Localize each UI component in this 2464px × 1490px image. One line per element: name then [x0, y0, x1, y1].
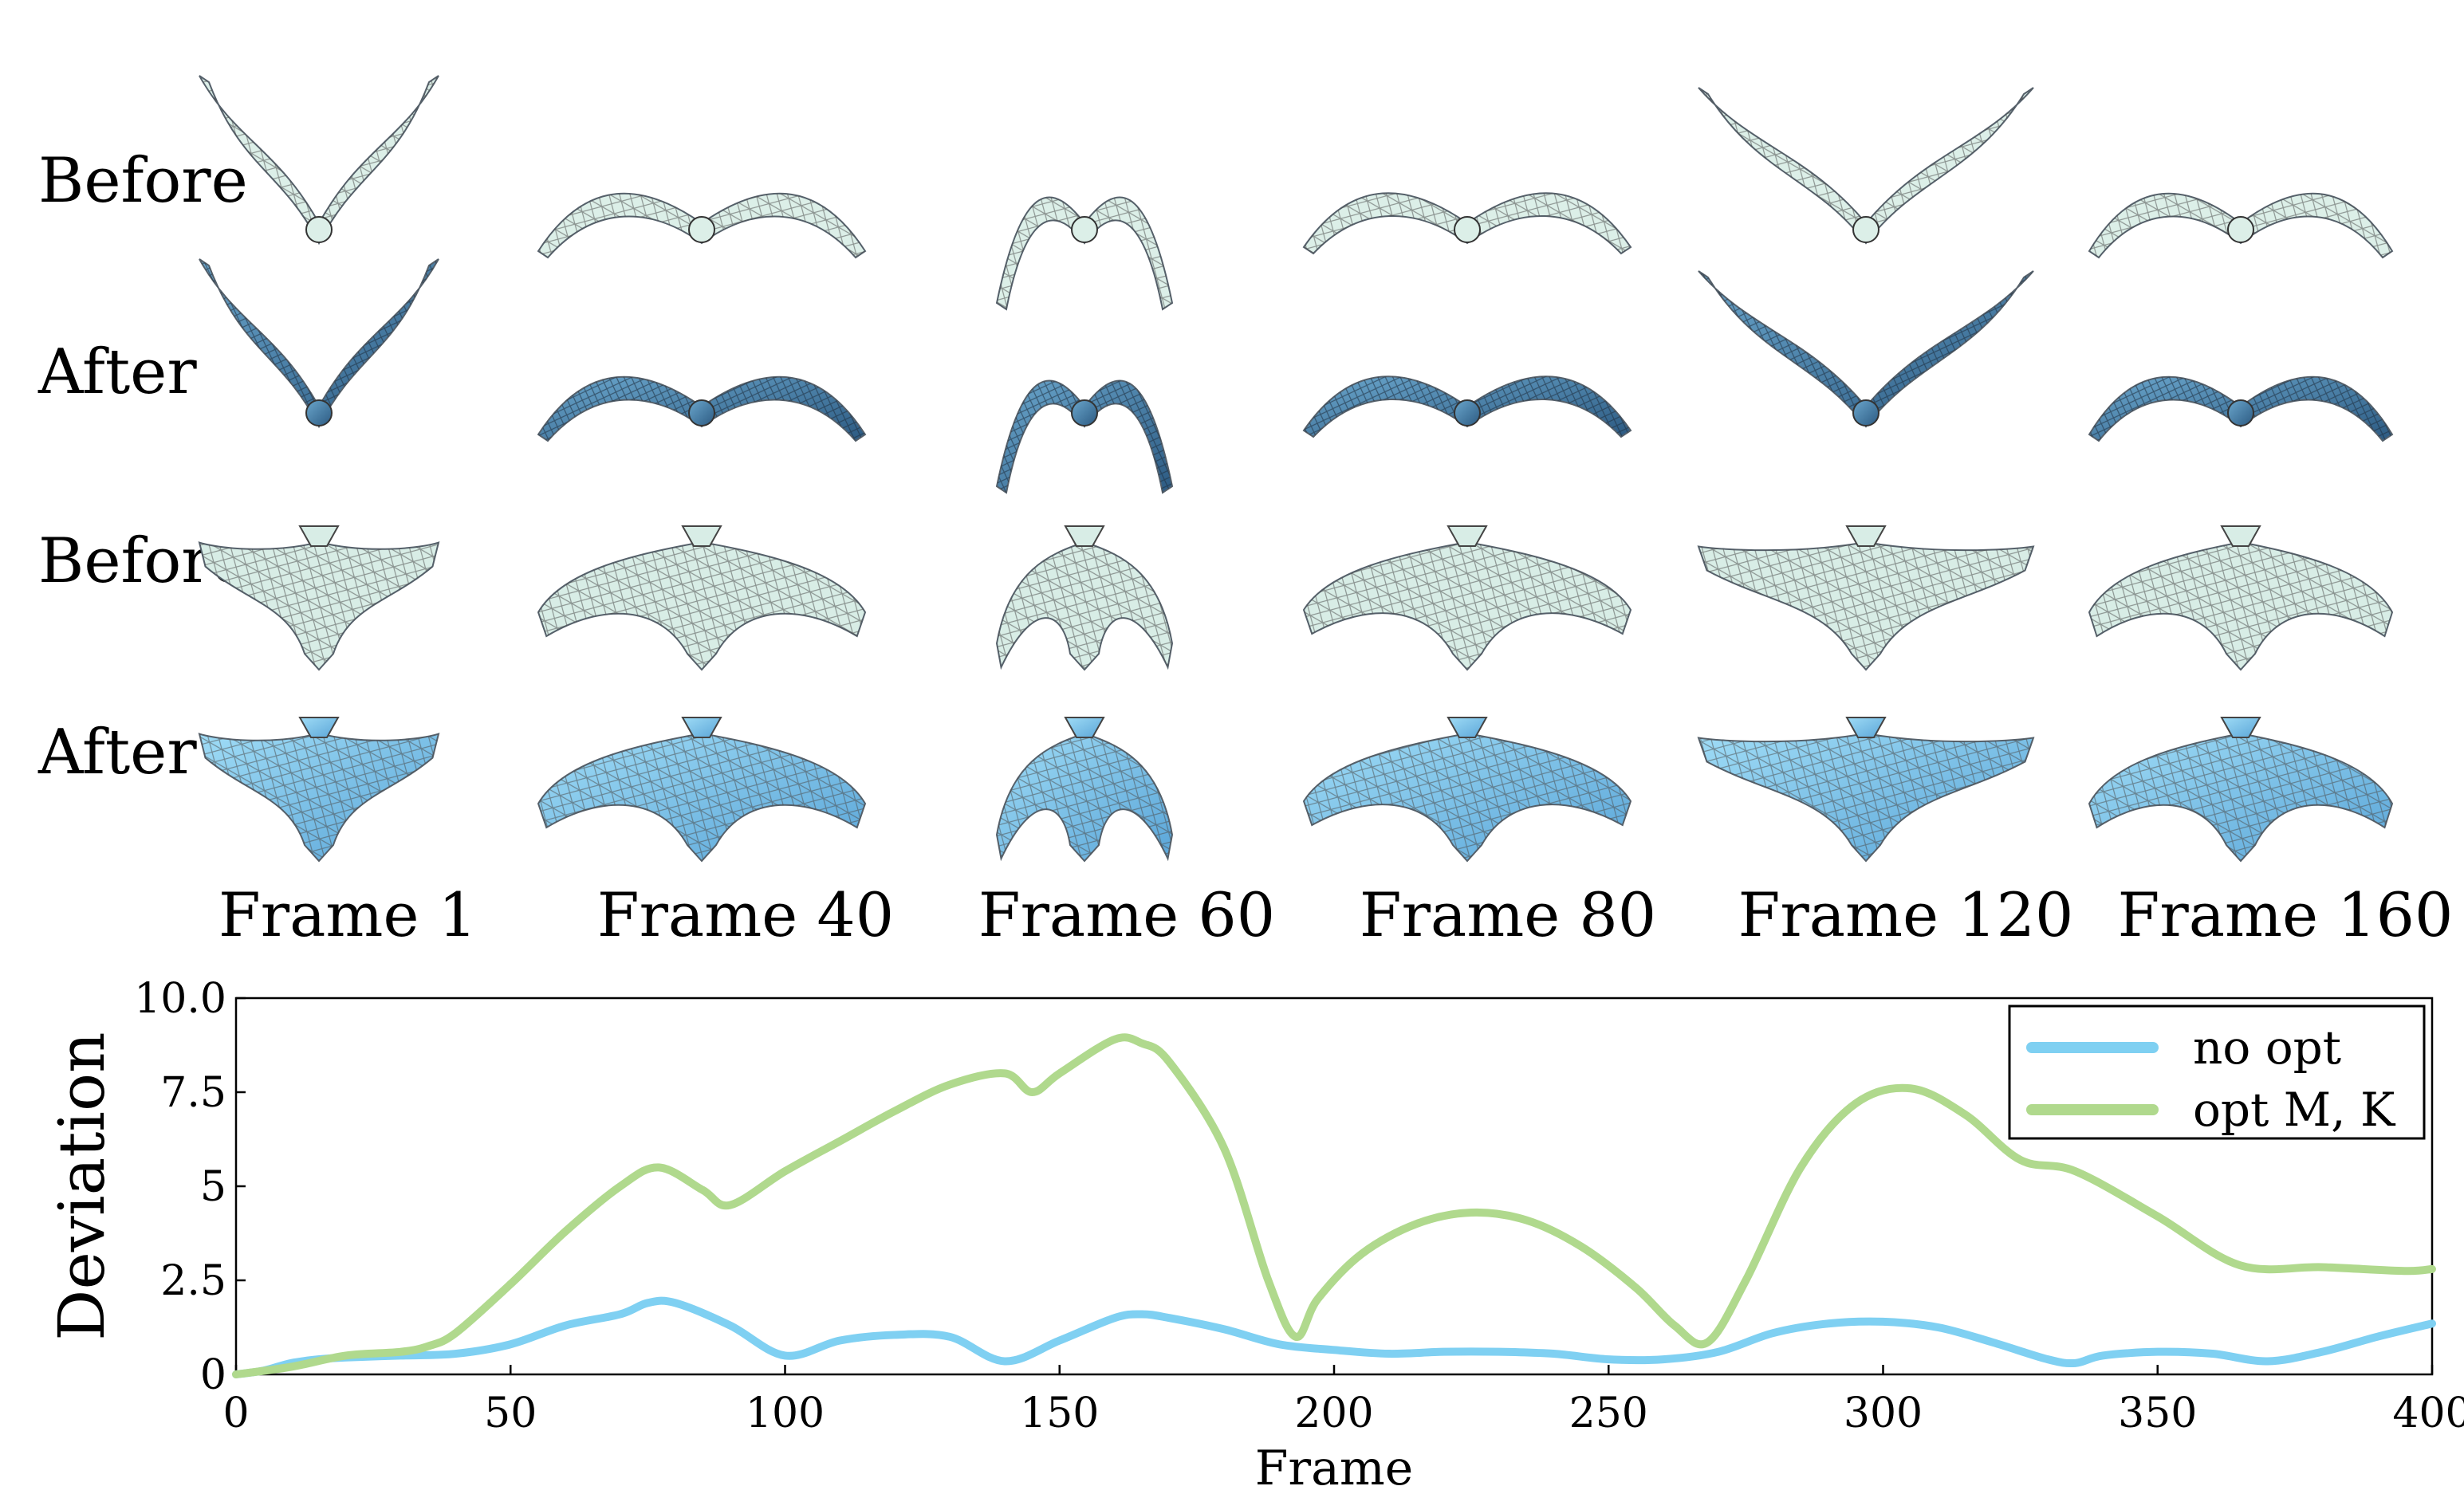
- bird-tail: [2220, 717, 2261, 738]
- bird-mesh-overlay: [1698, 733, 2033, 861]
- x-tick-label-350: 350: [2118, 1390, 2197, 1437]
- bird-before-wire-frame-40: [537, 192, 867, 259]
- frame-label-60: Frame 60: [978, 879, 1276, 950]
- row-label-after-solid: After: [38, 717, 197, 788]
- bird-mesh-overlay: [538, 733, 865, 861]
- bird-mesh-overlay: [1304, 733, 1631, 861]
- bird-head: [688, 216, 715, 243]
- bird-after-solid-frame-80: [1302, 717, 1632, 863]
- bird-head: [1071, 399, 1098, 427]
- bird-tail: [1447, 717, 1488, 738]
- bird-head: [2227, 216, 2254, 243]
- y-tick-label-5: 5: [200, 1163, 226, 1211]
- frame-label-1: Frame 1: [218, 879, 477, 950]
- frame-label-160: Frame 160: [2117, 879, 2454, 950]
- y-axis-title: Deviation: [45, 1032, 119, 1340]
- x-tick-label-300: 300: [1844, 1390, 1923, 1437]
- legend-box: [2008, 1004, 2426, 1140]
- bird-head: [1852, 399, 1879, 427]
- x-tick-label-100: 100: [746, 1390, 825, 1437]
- chart-legend: no opt opt M, K: [2008, 1004, 2426, 1140]
- chart-axes: 0 50 100 150 200 250 300 350 400 0 2.5 5 7.5 10.0 Fram…: [45, 975, 2464, 1490]
- bird-before-wire-frame-60: [995, 196, 1174, 311]
- bird-after-wire-frame-160: [2088, 375, 2394, 442]
- bird-tail: [1064, 717, 1105, 738]
- bird-tail: [1447, 525, 1488, 547]
- x-tick-label-250: 250: [1569, 1390, 1648, 1437]
- bird-after-wire-frame-60: [995, 379, 1174, 494]
- bird-after-solid-frame-120: [1697, 717, 2035, 863]
- y-tick-label-7.5: 7.5: [160, 1069, 226, 1117]
- bird-head: [1071, 216, 1098, 243]
- bird-mesh-overlay: [997, 542, 1172, 670]
- x-tick-label-400: 400: [2392, 1390, 2464, 1437]
- row-label-before-wire: Before: [38, 145, 248, 217]
- frame-label-80: Frame 80: [1359, 879, 1657, 950]
- x-tick-label-50: 50: [484, 1390, 537, 1437]
- bird-after-wire-frame-1: [199, 258, 439, 429]
- bird-tail: [681, 717, 722, 738]
- bird-mesh-overlay: [2089, 733, 2392, 861]
- bird-head: [2227, 399, 2254, 427]
- bird-tail: [298, 717, 340, 738]
- bird-head: [1454, 216, 1481, 243]
- bird-before-wire-frame-160: [2088, 192, 2394, 259]
- bird-after-solid-frame-160: [2088, 717, 2394, 863]
- bird-after-wire-frame-120: [1698, 270, 2034, 428]
- bird-tail: [1064, 525, 1105, 547]
- bird-tail: [1845, 717, 1887, 738]
- bird-after-solid-frame-1: [198, 717, 440, 863]
- bird-mesh-overlay: [199, 542, 439, 670]
- bird-before-wire-frame-120: [1698, 87, 2034, 245]
- bird-mesh-overlay: [997, 733, 1172, 861]
- bird-mesh-grid: [198, 75, 2394, 863]
- bird-mesh-overlay: [2089, 542, 2392, 670]
- frame-label-40: Frame 40: [596, 879, 895, 950]
- bird-tail: [681, 525, 722, 547]
- bird-after-wire-frame-40: [537, 375, 867, 442]
- bird-tail: [2220, 525, 2261, 547]
- y-tick-label-0: 0: [200, 1351, 226, 1399]
- bird-mesh-overlay: [199, 733, 439, 861]
- bird-before-solid-frame-120: [1697, 525, 2035, 671]
- bird-mesh-overlay: [538, 542, 865, 670]
- bird-mesh-overlay: [1698, 542, 2033, 670]
- bird-before-solid-frame-80: [1302, 525, 1632, 671]
- bird-after-wire-frame-80: [1302, 375, 1632, 438]
- bird-head: [1454, 399, 1481, 427]
- row-label-after-wire: After: [38, 336, 197, 408]
- bird-head: [1852, 216, 1879, 243]
- series-line-no-opt: [232, 1296, 2436, 1378]
- bird-mesh-overlay: [1304, 542, 1631, 670]
- bird-head: [305, 399, 333, 427]
- x-tick-label-200: 200: [1294, 1390, 1373, 1437]
- bird-before-solid-frame-160: [2088, 525, 2394, 671]
- x-tick-label-0: 0: [222, 1390, 249, 1437]
- frame-label-120: Frame 120: [1738, 879, 2074, 950]
- series-line-opt-m-k: [232, 1033, 2436, 1378]
- bird-after-solid-frame-40: [537, 717, 867, 863]
- bird-before-solid-frame-40: [537, 525, 867, 671]
- x-axis-title: Frame: [1255, 1441, 1414, 1490]
- y-tick-label-10.0: 10.0: [134, 975, 226, 1023]
- bird-after-solid-frame-60: [995, 717, 1174, 863]
- bird-before-wire-frame-1: [199, 75, 439, 246]
- bird-before-solid-frame-60: [995, 525, 1174, 671]
- bird-before-wire-frame-80: [1302, 192, 1632, 255]
- y-tick-label-2.5: 2.5: [160, 1257, 226, 1305]
- bird-before-solid-frame-1: [198, 525, 440, 671]
- x-tick-label-150: 150: [1020, 1390, 1099, 1437]
- legend-label-opt-m-k: opt M, K: [2193, 1083, 2396, 1137]
- legend-label-no-opt: no opt: [2193, 1020, 2341, 1075]
- chart-series: [232, 1033, 2436, 1378]
- bird-tail: [1845, 525, 1887, 547]
- bird-head: [688, 399, 715, 427]
- bird-tail: [298, 525, 340, 547]
- bird-head: [305, 216, 333, 243]
